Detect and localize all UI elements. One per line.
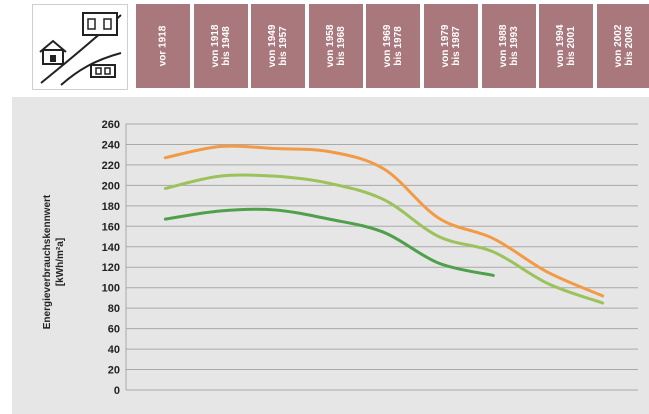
period-label: von 1994 bis 2001 xyxy=(555,24,578,68)
period-header-cell: von 1979 bis 1987 xyxy=(424,4,478,88)
y-axis-title-line: Energieverbrauchskennwert xyxy=(42,194,53,329)
period-label: von 1918 bis 1948 xyxy=(209,24,232,68)
y-tick-label: 0 xyxy=(114,385,120,397)
y-tick-label: 80 xyxy=(108,303,120,315)
period-header-cell: vor 1918 xyxy=(136,4,190,88)
y-tick-label: 200 xyxy=(102,180,120,192)
series-line-2 xyxy=(163,173,605,305)
y-tick-label: 120 xyxy=(102,262,120,274)
line-chart: 0 20 40 60 80 100 120 140 160 180 200 220 240 260 Ener… xyxy=(42,119,638,397)
y-tick-label: 100 xyxy=(102,283,120,295)
y-tick-label: 180 xyxy=(102,201,120,213)
chart-panel: 0 20 40 60 80 100 120 140 160 180 200 220 240 260 Ener… xyxy=(12,97,649,414)
y-tick-label: 220 xyxy=(102,160,120,172)
building-types-icon xyxy=(32,4,128,90)
period-header-cell: von 2002 bis 2008 xyxy=(596,4,649,88)
period-label: von 2002 bis 2008 xyxy=(612,24,635,68)
y-tick-label: 240 xyxy=(102,139,120,151)
period-label: von 1979 bis 1987 xyxy=(440,24,462,68)
period-label: vor 1918 xyxy=(157,25,169,67)
y-tick-label: 40 xyxy=(108,344,120,356)
period-label: von 1949 bis 1957 xyxy=(267,24,290,68)
period-header-cell: von 1988 bis 1993 xyxy=(481,4,536,88)
period-header-cell: von 1958 bis 1968 xyxy=(308,4,363,88)
series-line-1 xyxy=(163,144,605,298)
y-tick-label: 260 xyxy=(102,119,120,131)
period-header-cell: von 1918 bis 1948 xyxy=(193,4,248,88)
y-axis-title: Energieverbrauchskennwert [kWh/m²a] xyxy=(42,194,66,329)
y-tick-label: 140 xyxy=(102,242,120,254)
period-header-cell: von 1949 bis 1957 xyxy=(251,4,306,88)
y-tick-label: 20 xyxy=(108,365,120,377)
y-tick-label: 160 xyxy=(102,221,120,233)
period-label: von 1969 bis 1978 xyxy=(382,24,405,68)
period-header-cell: von 1994 bis 2001 xyxy=(539,4,594,88)
series-line-3 xyxy=(163,207,495,277)
y-tick-label: 60 xyxy=(108,324,120,336)
y-axis-title-line: [kWh/m²a] xyxy=(55,238,66,286)
period-label: von 1958 bis 1968 xyxy=(324,24,347,68)
period-header-cell: von 1969 bis 1978 xyxy=(366,4,421,88)
period-header: vor 1918 von 1918 bis 1948 von 1949 bis 19… xyxy=(12,0,649,97)
period-label: von 1988 bis 1993 xyxy=(497,24,520,68)
